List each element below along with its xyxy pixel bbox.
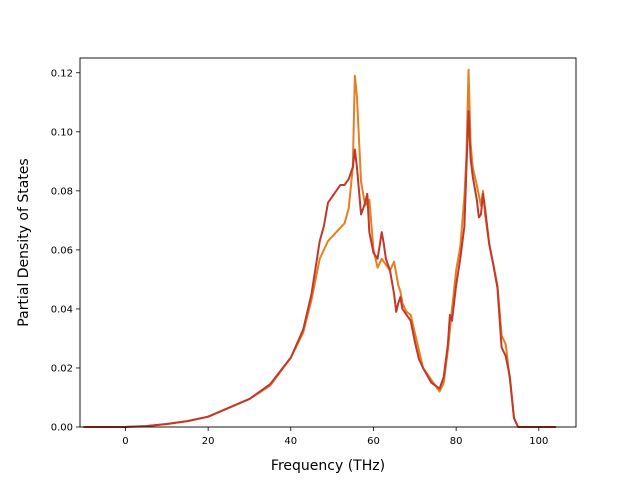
x-tick-label: 60 (367, 436, 380, 447)
y-tick-label: 0.10 (51, 127, 73, 138)
series-line-2 (83, 110, 557, 428)
x-tick-label: 80 (450, 436, 463, 447)
x-tick-label: 0 (122, 436, 128, 447)
y-axis: 0.00 0.02 0.04 0.06 0.08 0.10 0.12 (51, 68, 80, 434)
y-tick-label: 0.02 (51, 363, 73, 374)
x-tick-label: 40 (284, 436, 297, 447)
y-tick-label: 0.12 (51, 68, 73, 79)
x-axis-title: Frequency (THz) (271, 458, 385, 474)
y-tick-label: 0.00 (51, 423, 73, 434)
x-axis: 0 20 40 60 80 100 (122, 427, 548, 447)
x-tick-label: 20 (202, 436, 215, 447)
y-axis-title: Partial Density of States (16, 158, 32, 326)
y-tick-label: 0.08 (51, 186, 73, 197)
y-tick-label: 0.06 (51, 245, 73, 256)
x-tick-label: 100 (529, 436, 548, 447)
plot-area-frame (79, 57, 577, 428)
series-layer (83, 68, 557, 428)
y-tick-label: 0.04 (51, 304, 73, 315)
